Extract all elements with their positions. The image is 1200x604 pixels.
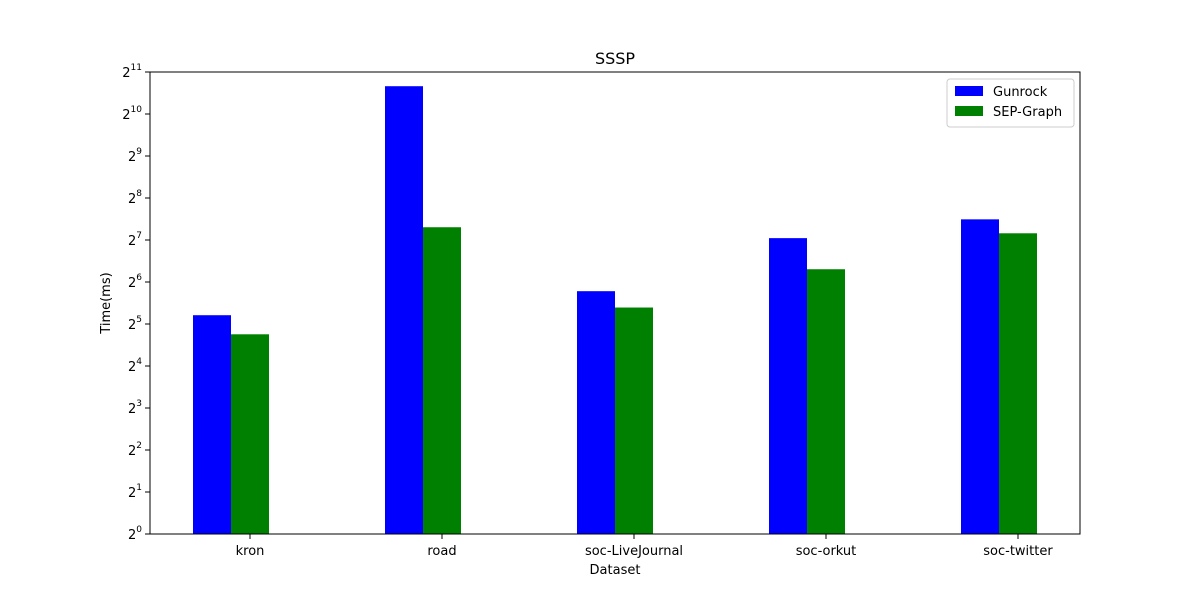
y-tick-base: 2 (128, 276, 136, 291)
y-tick-exponent: 2 (136, 441, 142, 451)
y-tick-base: 2 (128, 528, 136, 543)
y-tick-exponent: 11 (131, 63, 142, 73)
y-tick-exponent: 10 (131, 105, 143, 115)
y-tick-base: 2 (122, 108, 130, 123)
bars-layer (193, 86, 1037, 535)
y-tick-label: 23 (128, 399, 142, 417)
y-tick-base: 2 (128, 402, 136, 417)
x-axis: kron road soc-LiveJournal soc-orkut soc-twit… (236, 534, 1053, 559)
y-tick-label: 26 (128, 273, 142, 291)
bar-gunrock-kron (193, 315, 231, 534)
legend-label-sep-graph: SEP-Graph (993, 105, 1062, 120)
x-axis-label: Dataset (590, 563, 641, 578)
y-tick-label: 21 (128, 483, 142, 501)
y-tick-label: 29 (128, 147, 142, 165)
y-tick-label: 22 (128, 441, 142, 459)
bar-sep-graph-road (423, 227, 461, 534)
y-tick-base: 2 (128, 150, 136, 165)
y-tick-exponent: 6 (136, 273, 142, 283)
bar-sep-graph-soc-twitter (999, 233, 1037, 534)
y-tick-exponent: 1 (136, 483, 142, 493)
y-tick-exponent: 0 (136, 525, 142, 535)
y-tick-base: 2 (128, 192, 136, 207)
bar-gunrock-soc-twitter (961, 219, 999, 534)
y-tick-label: 24 (128, 357, 142, 375)
bar-sep-graph-soc-orkut (807, 269, 845, 534)
y-tick-exponent: 4 (136, 357, 142, 367)
y-tick-exponent: 7 (136, 231, 142, 241)
y-tick-label: 28 (128, 189, 142, 207)
bar-gunrock-soc-orkut (769, 238, 807, 535)
y-tick-base: 2 (128, 444, 136, 459)
y-tick-exponent: 5 (136, 315, 142, 325)
y-tick-exponent: 8 (136, 189, 142, 199)
y-tick-label: 20 (128, 525, 142, 543)
legend-label-gunrock: Gunrock (993, 85, 1048, 100)
bar-sep-graph-soc-livejournal (615, 307, 653, 534)
y-tick-label: 25 (128, 315, 142, 333)
y-tick-label: 211 (122, 63, 142, 81)
x-tick-label: soc-LiveJournal (585, 544, 683, 559)
y-tick-base: 2 (128, 318, 136, 333)
y-tick-exponent: 3 (136, 399, 142, 409)
bar-sep-graph-kron (231, 334, 269, 534)
bar-gunrock-soc-livejournal (577, 291, 615, 534)
x-tick-label: road (427, 544, 456, 559)
x-tick-label: soc-twitter (983, 544, 1053, 559)
chart-title: SSSP (595, 49, 635, 68)
y-axis-label: Time(ms) (99, 272, 114, 334)
legend: Gunrock SEP-Graph (946, 78, 1075, 128)
y-tick-label: 27 (128, 231, 142, 249)
bar-gunrock-road (385, 86, 423, 534)
y-tick-base: 2 (128, 360, 136, 375)
legend-swatch-gunrock (955, 86, 983, 96)
y-tick-base: 2 (122, 66, 130, 81)
y-tick-label: 210 (122, 105, 142, 123)
y-tick-base: 2 (128, 234, 136, 249)
x-tick-label: soc-orkut (796, 544, 857, 559)
y-tick-exponent: 9 (136, 147, 142, 157)
y-tick-base: 2 (128, 486, 136, 501)
x-tick-label: kron (236, 544, 265, 559)
plot-frame (149, 71, 1081, 535)
legend-swatch-sep-graph (955, 106, 983, 116)
